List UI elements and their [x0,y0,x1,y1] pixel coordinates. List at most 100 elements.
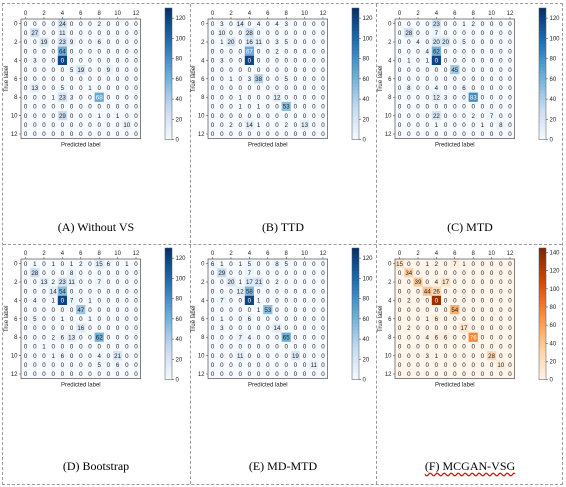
matrix-cell [441,295,451,306]
matrix-cell [272,111,282,121]
matrix-cell [487,314,497,324]
cell-value-label: 0 [284,113,288,120]
colorbar-tick-label: 60 [550,77,557,83]
cell-value-label: 0 [275,371,279,378]
cell-value-label: 0 [284,353,288,360]
matrix-cell [85,55,95,66]
matrix-cell [39,268,49,278]
matrix-cell [94,46,105,57]
matrix-cell [235,360,246,370]
cell-value-label: 7 [238,334,242,341]
cell-value-label: 0 [42,21,46,28]
colorbar-segment [165,280,172,285]
cell-value-label: 0 [490,122,494,129]
cell-value-label: 0 [321,261,325,268]
x-axis-label: Predicted label [61,143,101,149]
matrix-cell [281,286,292,297]
matrix-cell [85,111,95,121]
matrix-cell [505,37,515,47]
matrix-cell [496,65,506,75]
matrix-cell [76,37,86,47]
cell-value-label: 0 [51,76,55,83]
cell-value-label: 0 [24,113,28,120]
cell-value-label: 2 [471,21,475,28]
cell-value-label: 38 [255,76,262,83]
matrix-cell [404,83,414,93]
matrix-cell [468,101,479,112]
cell-value-label: 0 [125,58,129,65]
cell-value-label: 0 [116,131,120,138]
matrix-cell [254,55,264,66]
colorbar-segment [352,31,359,35]
cell-value-label: 0 [134,21,138,28]
cell-value-label: 0 [490,94,494,101]
matrix-cell [217,259,227,269]
cell-value-label: 0 [79,353,83,360]
cell-value-label: 0 [499,316,503,323]
matrix-cell [477,295,488,306]
cell-value-label: 22 [433,113,440,120]
matrix-cell [67,360,77,370]
matrix-cell [76,129,86,139]
matrix-cell [395,28,405,38]
cell-value-label: 0 [107,21,111,28]
matrix-cell [85,92,95,103]
cell-value-label: 0 [425,67,429,74]
colorbar-tick-label: 80 [363,297,370,303]
matrix-cell [94,101,105,112]
matrix-cell [244,28,255,38]
matrix-cell [30,129,40,139]
cell-value-label: 0 [303,270,307,277]
colorbar-segment [165,136,172,140]
cell-value-label: 0 [471,298,475,305]
cell-value-label: 28 [405,30,412,37]
matrix-cell [404,360,414,370]
matrix-cell [131,101,141,112]
matrix-cell [318,37,328,47]
cell-value-label: 0 [303,30,307,37]
colorbar-segment [352,287,359,292]
cell-value-label: 0 [134,39,138,46]
matrix-cell [487,28,497,38]
cell-value-label: 0 [88,104,92,111]
matrix-cell [281,259,292,269]
cell-value-label: 0 [33,334,37,341]
cell-value-label: 0 [508,353,512,360]
matrix-cell [404,92,414,103]
cell-value-label: 1 [51,261,55,268]
matrix-cell [235,101,246,112]
cell-value-label: 0 [125,94,129,101]
colorbar-segment [352,349,359,354]
cell-value-label: 0 [107,344,111,351]
cell-value-label: 0 [416,67,420,74]
matrix-cell [39,111,49,121]
matrix-cell [413,268,423,278]
matrix-cell [103,314,114,324]
cell-value-label: 0 [490,288,494,295]
matrix-cell [395,101,405,112]
matrix-cell [76,259,86,269]
colorbar-segment [165,126,172,131]
y-axis-label: True label [378,306,384,332]
colorbar-segment [539,34,546,39]
cell-value-label: 0 [490,371,494,378]
cell-value-label: 0 [79,30,83,37]
matrix-cell [235,314,246,324]
matrix-cell [48,351,59,361]
matrix-cell [459,101,469,112]
matrix-cell [208,37,218,47]
matrix-cell [281,360,292,370]
cell-value-label: 0 [24,21,28,28]
matrix-cell [318,55,328,66]
matrix-cell [21,111,31,121]
cell-value-label: 0 [444,362,448,369]
cell-value-label: 0 [481,298,485,305]
cell-value-label: 0 [42,298,46,305]
matrix-cell [30,37,40,47]
colorbar-segment [539,261,546,265]
colorbar-segment [165,60,172,65]
matrix-cell [235,74,246,84]
cell-value-label: 11 [311,362,318,369]
matrix-cell [496,46,506,57]
cell-value-label: 0 [70,307,74,314]
